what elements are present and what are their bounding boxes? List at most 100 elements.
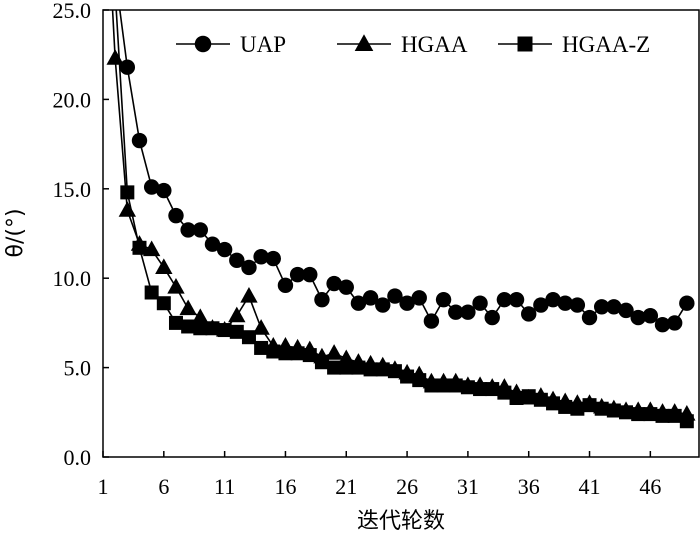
data-point-uap: [350, 295, 367, 311]
data-point-uap: [204, 236, 221, 252]
data-point-uap: [399, 295, 415, 311]
data-point-hgaa-z: [217, 323, 232, 338]
data-point-hgaa-z: [582, 398, 597, 413]
data-point-hgaa-z: [193, 321, 208, 336]
data-point-uap: [338, 279, 354, 295]
data-point-uap: [302, 266, 318, 283]
y-tick-label: 0.0: [64, 445, 92, 470]
data-point-hgaa-z: [424, 378, 439, 393]
y-tick-label: 15.0: [53, 177, 92, 202]
data-point-uap: [630, 309, 646, 326]
data-point-hgaa-z: [473, 382, 488, 397]
data-point-hgaa-z: [667, 408, 682, 423]
data-point-hgaa-z: [168, 315, 183, 330]
data-point-uap: [229, 252, 245, 269]
data-point-uap: [423, 313, 440, 329]
x-axis-title: 迭代轮数: [357, 509, 445, 534]
data-point-uap: [448, 304, 464, 320]
data-point-hgaa: [240, 286, 258, 303]
data-point-uap: [156, 182, 172, 199]
data-point-hgaa-z: [485, 382, 500, 397]
data-point-hgaa-z: [631, 407, 646, 422]
data-point-hgaa-z: [497, 385, 512, 400]
data-point-hgaa-z: [546, 396, 561, 411]
data-point-hgaa-z: [339, 360, 354, 375]
data-point-hgaa-z: [120, 185, 135, 200]
legend-marker-triangle: [354, 34, 374, 51]
data-point-uap: [326, 275, 342, 292]
data-point-uap: [168, 207, 184, 224]
legend-marker-square: [517, 36, 533, 52]
data-point-hgaa-z: [351, 360, 366, 375]
data-point-uap: [314, 291, 330, 308]
data-point-uap: [216, 241, 233, 258]
data-point-hgaa: [191, 308, 209, 325]
data-point-uap: [496, 291, 513, 308]
data-point-uap: [472, 295, 488, 311]
legend-marker-circle: [194, 35, 212, 53]
data-point-uap: [180, 222, 196, 238]
y-tick-label: 25.0: [53, 0, 92, 23]
x-tick-label: 21: [335, 474, 357, 499]
data-point-uap: [533, 297, 549, 313]
data-point-uap: [435, 291, 452, 308]
data-point-uap: [654, 316, 671, 333]
data-point-uap: [411, 290, 427, 306]
data-point-hgaa: [118, 201, 137, 217]
legend-item-uap: UAP: [176, 32, 286, 57]
data-point-uap: [143, 179, 160, 195]
y-tick-label: 20.0: [53, 87, 92, 112]
x-tick-label: 16: [274, 474, 296, 499]
data-point-hgaa-z: [314, 355, 329, 370]
data-point-hgaa-z: [460, 380, 475, 395]
x-tick-label: 6: [158, 474, 169, 499]
series-uap: [119, 10, 695, 333]
data-point-hgaa-z: [400, 369, 415, 384]
data-point-uap: [460, 304, 476, 320]
data-point-hgaa-z: [144, 285, 159, 300]
data-point-uap: [277, 277, 294, 294]
y-axis-title: θ/(°): [3, 208, 28, 257]
data-point-hgaa-z: [290, 346, 305, 361]
data-point-uap: [545, 291, 561, 308]
x-tick-label: 31: [457, 474, 479, 499]
data-point-hgaa-z: [181, 319, 196, 334]
data-point-hgaa-z: [205, 321, 220, 336]
data-point-uap: [192, 222, 209, 238]
data-point-hgaa-z: [619, 405, 634, 420]
legend: UAP HGAA HGAA-Z: [176, 32, 650, 57]
data-point-uap: [508, 291, 525, 308]
x-tick-label: 46: [639, 474, 661, 499]
data-point-hgaa-z: [448, 378, 463, 393]
data-point-uap: [618, 302, 634, 319]
data-point-hgaa-z: [229, 324, 244, 339]
series-line-hgaa-z: [115, 10, 688, 422]
plot-frame: [102, 9, 700, 458]
data-point-hgaa: [252, 319, 270, 335]
data-point-hgaa-z: [254, 340, 269, 355]
data-point-hgaa-z: [327, 360, 342, 375]
data-point-hgaa-z: [132, 240, 147, 255]
y-tick-label: 5.0: [64, 356, 92, 381]
data-point-hgaa-z: [509, 390, 524, 405]
data-point-uap: [484, 309, 500, 326]
data-point-hgaa-z: [241, 330, 256, 345]
data-point-uap: [375, 297, 391, 313]
series-hgaa: [106, 10, 696, 421]
legend-label: HGAA: [401, 32, 468, 57]
legend-item-hgaa-z: HGAA-Z: [498, 32, 650, 57]
data-point-hgaa: [142, 240, 161, 257]
data-point-hgaa: [155, 258, 173, 274]
data-point-hgaa: [228, 306, 246, 323]
data-point-uap: [253, 249, 269, 265]
data-point-hgaa-z: [436, 378, 451, 393]
data-point-uap: [581, 309, 598, 326]
data-point-uap: [387, 288, 403, 304]
series-line-hgaa: [111, 10, 687, 415]
data-point-uap: [679, 295, 695, 311]
data-point-hgaa-z: [412, 373, 427, 388]
data-point-hgaa-z: [266, 344, 281, 359]
data-point-hgaa-z: [533, 392, 548, 407]
y-tick-label: 10.0: [53, 266, 92, 291]
data-point-hgaa-z: [387, 364, 402, 379]
